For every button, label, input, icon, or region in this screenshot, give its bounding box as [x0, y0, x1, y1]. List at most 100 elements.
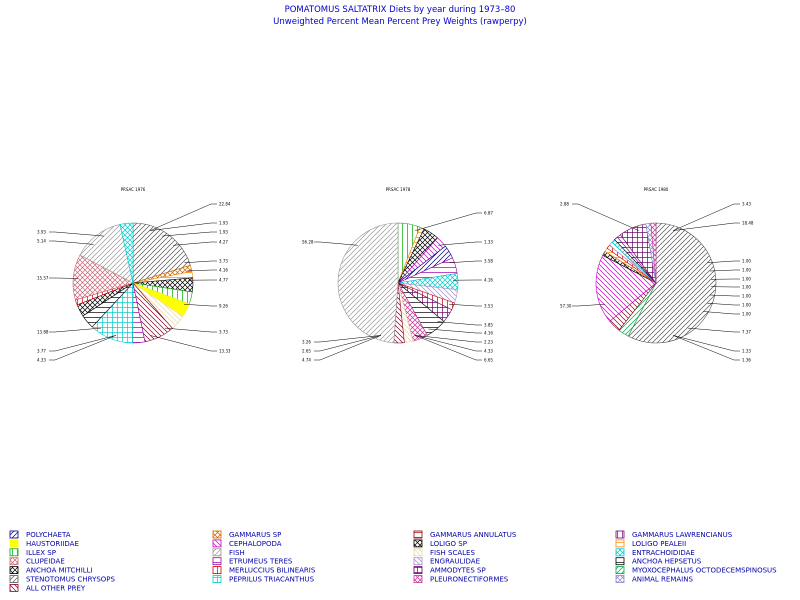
legend-label: GAMMARUS SP: [229, 531, 281, 539]
pie-1-leader-0: [150, 203, 217, 231]
pie-1-leader-10: [49, 231, 104, 237]
legend-label: PLEURONECTIFORMES: [430, 576, 509, 584]
pie-1: PRSAC 1976 22.84 1.93 1.93 4.27 3.73 4.16 4.77 9…: [37, 187, 231, 363]
legend-swatch: [9, 539, 19, 548]
pie-3-value-label: 7.37: [742, 330, 751, 335]
pie-1-value-label: 22.84: [219, 202, 231, 207]
legend-swatch: [212, 548, 222, 557]
legend-swatch: [413, 557, 423, 566]
legend-swatch: [212, 566, 222, 574]
legend: POLYCHAETA GAMMARUS SP GAMMARUS ANNULATUS G…: [9, 530, 777, 592]
pie-3-value-label: 2.88: [560, 202, 569, 207]
pie-3-value-label: 1.00: [742, 312, 751, 317]
pie-1-value-label: 4.33: [37, 358, 46, 363]
pie-1-leader-4: [184, 260, 217, 264]
legend-swatch: [413, 530, 423, 539]
legend-label: CEPHALOPODA: [229, 540, 282, 548]
pie-3-value-label: 1.00: [742, 294, 751, 299]
pie-1-value-label: 4.16: [219, 268, 228, 273]
pie-1-slice-entrachoididae: [119, 222, 134, 284]
legend-label: AMMODYTES SP: [430, 567, 486, 575]
pie-2-value-label: 2.65: [302, 349, 311, 354]
pie-2-leader-5: [437, 321, 482, 326]
legend-swatch: [9, 575, 19, 583]
legend-swatch: [615, 566, 625, 574]
pie-2-leader-1: [438, 241, 482, 246]
legend-label: ENGRAULIDAE: [430, 558, 480, 566]
pie-3-leader-6: [709, 294, 740, 297]
legend-label: GAMMARUS ANNULATUS: [430, 531, 517, 539]
legend-item-etrumeus-teres: ETRUMEUS TERES: [212, 557, 293, 566]
pie-2-leader-9: [415, 335, 482, 361]
pie-2-value-label: 3.26: [302, 340, 311, 345]
legend-item-all-other-prey: ALL OTHER PREY: [9, 584, 86, 592]
pie-1-leader-14: [49, 335, 116, 352]
pie-3-leader-7: [707, 302, 740, 306]
pie-2-value-label: 3.85: [484, 323, 493, 328]
legend-item-anchoa-hepsetus: ANCHOA HEPSETUS: [615, 557, 702, 566]
pie-2-value-label: 56.28: [302, 240, 314, 245]
pie-2-value-label: 2.23: [484, 340, 493, 345]
legend-label: ANIMAL REMAINS: [632, 576, 693, 584]
pie-3-title: PRSAC 1980: [644, 187, 669, 192]
pie-1-leader-9: [150, 335, 217, 352]
legend-label: ETRUMEUS TERES: [229, 558, 293, 566]
legend-swatch: [615, 548, 625, 557]
pie-3-value-label: 1.00: [742, 277, 751, 282]
legend-swatch: [615, 575, 625, 583]
pie-2-value-label: 4.74: [302, 358, 311, 363]
legend-label: ENTRACHOIDIDAE: [632, 549, 695, 557]
pie-1-leader-5: [186, 269, 217, 272]
legend-label: GAMMARUS LAWRENCIANUS: [632, 531, 733, 539]
pie-1-leader-2: [162, 231, 217, 237]
legend-swatch: [212, 557, 222, 566]
pie-1-leader-13: [49, 327, 102, 333]
pie-2-leader-10: [314, 241, 358, 246]
legend-item-loligo-pealeii: LOLIGO PEALEII: [615, 539, 686, 548]
chart-title-line2: Unweighted Percent Mean Percent Prey Wei…: [273, 17, 527, 27]
pie-2: PRSAC 1978 6.87 1.33 3.58 4.16 3.53 3.85 4.16 2.…: [302, 187, 493, 363]
pie-3-leader-0: [673, 203, 740, 231]
legend-swatch: [212, 539, 222, 548]
legend-label: CLUPEIDAE: [26, 558, 65, 566]
legend-item-illex-sp: ILLEX SP: [9, 548, 56, 557]
pie-2-leader-7: [415, 335, 482, 343]
pie-1-value-label: 15.57: [37, 276, 49, 281]
pie-1-value-label: 1.93: [219, 230, 228, 235]
legend-item-gammarus-sp: GAMMARUS SP: [212, 530, 281, 539]
legend-item-fish: FISH: [212, 548, 245, 557]
pie-3-value-label: 3.43: [742, 202, 751, 207]
pie-1-value-label: 4.77: [219, 278, 228, 283]
pie-1-leader-1: [150, 222, 217, 231]
legend-label: MYOXOCEPHALUS OCTODECEMSPINOSUS: [632, 567, 777, 575]
pie-3-slice-pleuronectiformes: [650, 222, 657, 284]
pie-3-value-label: 1.00: [742, 268, 751, 273]
legend-swatch: [413, 548, 423, 557]
legend-swatch: [413, 575, 423, 583]
pie-3-value-label: 1.00: [742, 303, 751, 308]
pie-3-leader-3: [709, 269, 740, 272]
pie-3-leader-11: [673, 335, 740, 361]
legend-swatch: [9, 566, 19, 574]
pie-3-value-label: 1.00: [742, 259, 751, 264]
pie-2-value-label: 4.16: [484, 331, 493, 336]
pie-2-value-label: 6.65: [484, 358, 493, 363]
legend-label: FISH SCALES: [430, 549, 475, 557]
legend-label: FISH: [229, 549, 245, 557]
pie-3: PRSAC 1980 3.43 18.48 1.00 1.00 1.00 1.00 1.00 1…: [560, 187, 754, 363]
legend-item-stenotomus-chrysops: STENOTOMUS CHRYSOPS: [9, 575, 116, 584]
pie-1-value-label: 3.73: [219, 330, 228, 335]
legend-item-haustoriidae: HAUSTORIIDAE: [9, 539, 79, 548]
legend-label: LOLIGO SP: [430, 540, 467, 548]
pie-1-value-label: 3.77: [37, 349, 46, 354]
legend-swatch: [9, 548, 19, 557]
pie-2-leader-11: [314, 335, 381, 343]
legend-item-fish-scales: FISH SCALES: [413, 548, 475, 557]
pie-1-value-label: 9.26: [219, 304, 228, 309]
legend-label: LOLIGO PEALEII: [632, 540, 686, 548]
legend-item-anchoa-mitchilli: ANCHOA MITCHILLI: [9, 566, 93, 575]
pie-1-value-label: 3.73: [219, 259, 228, 264]
pie-2-title: PRSAC 1978: [386, 187, 411, 192]
legend-item-engraulidae: ENGRAULIDAE: [413, 557, 480, 566]
legend-item-peprilus-triacanthus: PEPRILUS TRIACANTHUS: [212, 575, 315, 584]
